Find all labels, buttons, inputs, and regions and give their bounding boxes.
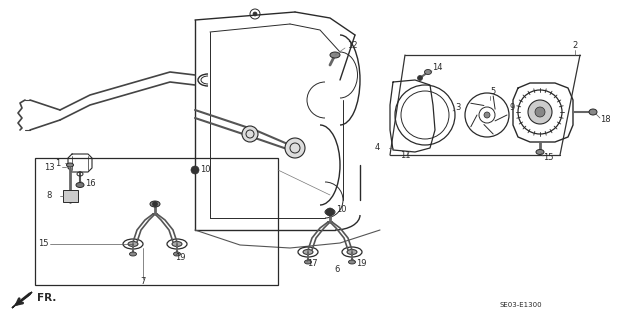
Ellipse shape bbox=[417, 76, 422, 80]
Ellipse shape bbox=[152, 202, 157, 206]
Ellipse shape bbox=[326, 208, 334, 216]
Text: 14: 14 bbox=[432, 63, 442, 72]
Text: 2: 2 bbox=[572, 41, 578, 49]
Ellipse shape bbox=[128, 241, 138, 247]
Text: 17: 17 bbox=[307, 259, 317, 269]
Text: 8: 8 bbox=[47, 191, 52, 201]
Polygon shape bbox=[12, 292, 32, 308]
Text: 11: 11 bbox=[400, 151, 410, 160]
Ellipse shape bbox=[129, 252, 136, 256]
Text: 4: 4 bbox=[375, 144, 380, 152]
Ellipse shape bbox=[349, 260, 355, 264]
Ellipse shape bbox=[303, 249, 313, 255]
Text: 9: 9 bbox=[510, 103, 515, 113]
Ellipse shape bbox=[173, 252, 180, 256]
Ellipse shape bbox=[172, 241, 182, 247]
Bar bbox=[35, 158, 278, 285]
Text: 13: 13 bbox=[44, 162, 55, 172]
Ellipse shape bbox=[330, 52, 340, 58]
Text: 18: 18 bbox=[600, 115, 611, 124]
Ellipse shape bbox=[484, 112, 490, 118]
Text: 6: 6 bbox=[334, 265, 340, 275]
Ellipse shape bbox=[305, 260, 312, 264]
Ellipse shape bbox=[536, 150, 544, 154]
Ellipse shape bbox=[589, 109, 597, 115]
Text: 19: 19 bbox=[356, 259, 367, 269]
Text: 3: 3 bbox=[455, 102, 460, 112]
Ellipse shape bbox=[528, 100, 552, 124]
Ellipse shape bbox=[424, 70, 431, 75]
Text: 10: 10 bbox=[336, 205, 346, 214]
Text: 5: 5 bbox=[490, 87, 495, 97]
Bar bbox=[63, 190, 78, 202]
Text: FR.: FR. bbox=[37, 293, 56, 303]
Ellipse shape bbox=[328, 210, 333, 214]
Text: 15: 15 bbox=[543, 153, 554, 162]
Ellipse shape bbox=[242, 126, 258, 142]
Text: 15: 15 bbox=[38, 240, 49, 249]
Text: 7: 7 bbox=[140, 278, 146, 286]
Ellipse shape bbox=[347, 249, 357, 255]
Text: 19: 19 bbox=[175, 254, 186, 263]
Ellipse shape bbox=[76, 182, 84, 188]
Ellipse shape bbox=[253, 12, 257, 16]
Text: 10: 10 bbox=[200, 165, 211, 174]
Text: 12: 12 bbox=[347, 41, 358, 50]
Ellipse shape bbox=[285, 138, 305, 158]
Ellipse shape bbox=[150, 201, 160, 207]
Ellipse shape bbox=[191, 166, 199, 174]
Text: SE03-E1300: SE03-E1300 bbox=[500, 302, 543, 308]
Ellipse shape bbox=[67, 163, 74, 167]
Text: 1: 1 bbox=[55, 159, 60, 167]
Text: 16: 16 bbox=[85, 179, 95, 188]
Ellipse shape bbox=[535, 107, 545, 117]
Ellipse shape bbox=[325, 209, 335, 215]
